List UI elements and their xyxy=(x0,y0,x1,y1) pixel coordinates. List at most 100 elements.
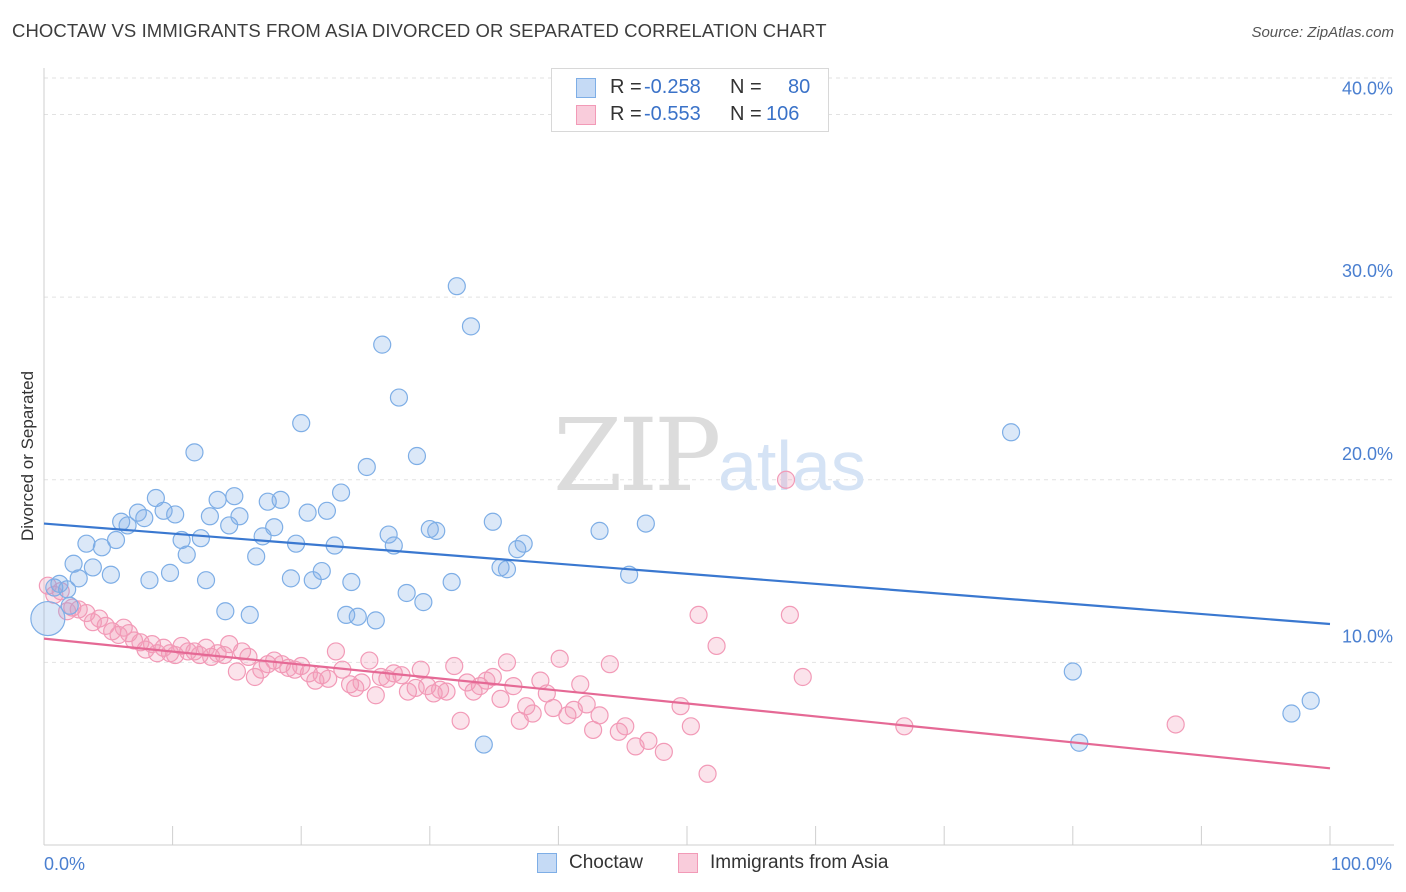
asia-point xyxy=(451,711,470,730)
choctaw-point xyxy=(292,414,311,433)
legend: R = -0.258 N = 80 R = -0.553 N = 106 xyxy=(551,68,829,132)
trend-lines xyxy=(43,522,1331,770)
chart-title: CHOCTAW VS IMMIGRANTS FROM ASIA DIVORCED… xyxy=(12,20,827,41)
choctaw-point xyxy=(514,534,533,553)
choctaw-point xyxy=(461,317,481,336)
asia-point xyxy=(352,673,371,692)
watermark: ZIP atlas xyxy=(553,397,866,514)
axes xyxy=(43,68,1394,846)
choctaw-point xyxy=(83,558,102,577)
y-tick-label: 30.0% xyxy=(1342,261,1393,281)
bottom-legend-label-asia: Immigrants from Asia xyxy=(710,852,889,873)
legend-n-value: 80 xyxy=(788,76,811,98)
choctaw-point xyxy=(636,514,655,533)
asia-point xyxy=(517,697,536,716)
source-label: Source: ZipAtlas.com xyxy=(1251,24,1394,41)
choctaw-point xyxy=(177,545,196,564)
choctaw-point xyxy=(337,605,356,625)
choctaw-point xyxy=(69,569,88,588)
legend-r-label: R = xyxy=(610,103,642,125)
choctaw-point xyxy=(160,563,180,582)
choctaw-point xyxy=(200,507,219,526)
asia-point xyxy=(445,656,464,676)
choctaw-point xyxy=(166,505,185,524)
choctaw-point xyxy=(357,457,376,477)
asia-point xyxy=(239,647,258,667)
choctaw-point xyxy=(348,607,367,626)
bottom-legend-swatch-choctaw xyxy=(537,853,557,873)
y-tick-label: 20.0% xyxy=(1342,444,1393,464)
asia-point xyxy=(360,651,379,670)
asia-point xyxy=(639,731,658,751)
choctaw-point xyxy=(590,521,609,540)
choctaw-point xyxy=(196,571,216,590)
choctaw-point xyxy=(101,565,120,584)
choctaw-point xyxy=(298,503,317,522)
asia-trend-line xyxy=(43,637,1331,770)
choctaw-point xyxy=(220,516,239,535)
asia-point xyxy=(90,609,109,628)
asia-point xyxy=(776,470,796,489)
choctaw-point xyxy=(225,487,244,506)
bottom-legend-label-choctaw: Choctaw xyxy=(569,852,643,873)
asia-point xyxy=(600,655,619,674)
legend-swatch-choctaw xyxy=(576,78,596,98)
choctaw-point xyxy=(1063,662,1082,681)
choctaw-point xyxy=(135,509,154,528)
asia-point xyxy=(491,689,510,709)
choctaw-point xyxy=(483,512,502,531)
asia-point xyxy=(497,653,517,672)
asia-point xyxy=(654,742,673,761)
choctaw-point xyxy=(185,443,204,462)
asia-point xyxy=(63,598,82,617)
asia-point xyxy=(245,667,265,687)
y-tick-label: 40.0% xyxy=(1342,79,1393,99)
choctaw-point xyxy=(331,483,351,502)
choctaw-point xyxy=(407,446,427,466)
choctaw-point xyxy=(474,735,493,754)
choctaw-point xyxy=(247,547,266,566)
choctaw-point xyxy=(60,596,79,615)
asia-point xyxy=(671,697,690,716)
choctaw-point xyxy=(30,600,66,637)
choctaw-point xyxy=(230,507,249,526)
choctaw-point xyxy=(342,572,361,592)
choctaw-point xyxy=(92,538,111,557)
watermark-zip: ZIP xyxy=(553,397,718,514)
asia-point xyxy=(114,618,133,637)
asia-point xyxy=(577,695,596,714)
asia-point xyxy=(681,717,700,736)
asia-point xyxy=(366,686,385,705)
asia-point xyxy=(319,669,338,688)
y-tick-label: 10.0% xyxy=(1342,626,1393,646)
asia-point xyxy=(550,649,569,668)
asia-point xyxy=(590,706,609,725)
choctaw-point xyxy=(265,518,284,537)
choctaw-point xyxy=(1001,423,1021,442)
choctaw-point xyxy=(397,583,416,603)
choctaw-point xyxy=(216,602,235,621)
asia-point xyxy=(780,605,799,625)
asia-point xyxy=(571,675,590,694)
asia-point xyxy=(698,764,717,783)
legend-swatch-asia xyxy=(576,105,596,125)
choctaw-point xyxy=(77,534,96,553)
asia-point xyxy=(430,680,450,699)
legend-r-value: -0.553 xyxy=(644,103,701,125)
choctaw-point xyxy=(420,519,439,539)
choctaw-point xyxy=(442,572,461,592)
legend-r-label: R = xyxy=(610,76,642,98)
choctaw-point xyxy=(106,530,126,550)
choctaw-point xyxy=(447,277,466,296)
choctaw-point xyxy=(497,560,517,579)
asia-points xyxy=(38,470,1185,783)
asia-point xyxy=(689,605,708,625)
asia-point xyxy=(793,667,812,687)
gridlines xyxy=(44,77,1394,663)
choctaw-point xyxy=(373,335,392,354)
choctaw-point xyxy=(366,611,385,630)
legend-r-value: -0.258 xyxy=(644,76,701,98)
choctaw-point xyxy=(208,490,227,509)
watermark-atlas: atlas xyxy=(718,427,866,505)
